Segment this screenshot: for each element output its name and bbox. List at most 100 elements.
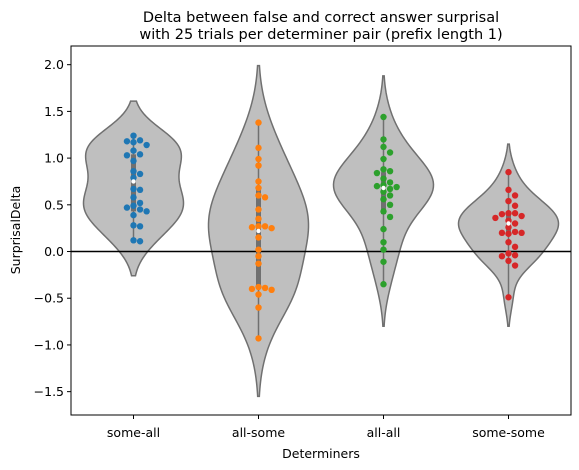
x-tick-label: some-some	[472, 425, 545, 440]
swarm-point-some-all	[130, 132, 137, 139]
y-tick-label: 2.0	[44, 57, 64, 72]
swarm-point-some-all	[136, 170, 144, 178]
swarm-point-all-all	[380, 238, 387, 246]
swarm-point-some-some	[505, 210, 512, 217]
swarm-point-some-all	[130, 139, 137, 146]
swarm-point-all-some	[248, 285, 256, 293]
violin-median-some-all	[131, 179, 136, 184]
swarm-point-some-some	[511, 192, 519, 199]
swarm-point-all-some	[255, 155, 262, 163]
swarm-point-all-all	[380, 281, 387, 288]
swarm-point-some-all	[130, 185, 137, 193]
swarm-point-some-some	[505, 197, 512, 205]
swarm-point-all-some	[255, 144, 262, 152]
swarm-point-all-some	[255, 178, 262, 185]
violin-median-some-some	[506, 221, 511, 226]
x-tick-label: all-all	[367, 425, 401, 440]
swarm-point-all-some	[248, 224, 256, 231]
y-tick-label: −1.5	[34, 384, 64, 399]
swarm-point-some-some	[505, 230, 512, 237]
swarm-point-all-some	[268, 286, 275, 294]
swarm-point-all-all	[380, 225, 387, 233]
y-tick-label: −0.5	[34, 291, 64, 306]
y-tick-label: 1.5	[44, 104, 64, 119]
swarm-point-some-some	[498, 252, 506, 260]
swarm-point-all-all	[386, 179, 394, 186]
swarm-point-some-all	[136, 186, 144, 194]
swarm-point-all-some	[255, 304, 262, 311]
swarm-point-some-all	[123, 138, 131, 145]
swarm-point-some-all	[136, 238, 144, 245]
swarm-point-some-all	[130, 211, 137, 219]
swarm-point-some-some	[505, 250, 512, 257]
swarm-point-all-some	[255, 291, 262, 298]
swarm-point-all-all	[386, 167, 394, 175]
swarm-point-all-all	[380, 143, 387, 151]
swarm-point-some-some	[511, 228, 519, 236]
swarm-point-all-some	[255, 162, 262, 169]
x-tick-label: some-all	[107, 425, 160, 440]
swarm-point-some-some	[505, 168, 512, 176]
swarm-point-some-some	[498, 210, 506, 218]
swarm-point-all-some	[255, 335, 262, 342]
swarm-point-all-all	[380, 258, 387, 265]
swarm-point-all-some	[261, 194, 269, 201]
swarm-point-some-some	[511, 220, 519, 227]
x-axis-label: Determiners	[282, 446, 360, 461]
x-tick-label: all-some	[232, 425, 285, 440]
swarm-point-all-some	[255, 184, 262, 192]
y-tick-label: 1.0	[44, 151, 64, 166]
swarm-point-some-all	[136, 199, 144, 207]
swarm-point-all-all	[380, 155, 387, 163]
swarm-point-some-some	[518, 212, 525, 220]
swarm-point-some-all	[123, 204, 131, 211]
swarm-point-all-some	[255, 215, 262, 223]
swarm-point-some-all	[130, 194, 137, 201]
swarm-point-some-some	[511, 262, 519, 269]
chart-title-line-2: with 25 trials per determiner pair (pref…	[139, 27, 502, 43]
swarm-point-some-some	[511, 252, 519, 259]
violin-median-all-all	[381, 185, 386, 191]
swarm-point-some-all	[123, 152, 131, 159]
swarm-point-some-some	[498, 229, 506, 237]
swarm-point-all-some	[255, 234, 262, 241]
swarm-point-some-all	[136, 151, 144, 158]
swarm-point-all-all	[386, 213, 394, 221]
swarm-point-some-all	[130, 147, 137, 154]
swarm-point-all-all	[386, 201, 394, 209]
swarm-point-all-some	[255, 192, 262, 199]
swarm-point-all-some	[255, 206, 262, 213]
swarm-point-all-all	[386, 185, 394, 193]
swarm-point-all-all	[380, 175, 387, 182]
swarm-point-all-some	[255, 283, 262, 291]
swarm-point-all-some	[255, 246, 262, 253]
swarm-point-all-some	[261, 284, 269, 292]
swarm-point-some-all	[130, 157, 137, 165]
swarm-point-all-all	[386, 149, 394, 156]
swarm-point-all-some	[255, 252, 262, 260]
swarm-point-all-some	[261, 223, 269, 230]
plot-area: −1.5 −1.0 −0.5 0.0 0.5 1.0 1.5 2.0 some-all all-s…	[34, 57, 571, 440]
swarm-point-some-some	[518, 229, 525, 237]
swarm-point-all-some	[255, 119, 262, 126]
swarm-point-some-some	[511, 243, 519, 251]
y-tick-label: −1.0	[34, 337, 64, 352]
swarm-point-all-all	[386, 192, 394, 199]
swarm-point-some-all	[143, 208, 150, 215]
swarm-point-some-some	[505, 257, 512, 265]
swarm-point-some-some	[505, 224, 512, 231]
swarm-point-some-some	[505, 186, 512, 194]
swarm-point-all-all	[380, 113, 387, 121]
swarm-point-all-all	[373, 169, 381, 177]
swarm-point-some-all	[130, 174, 137, 181]
swarm-point-all-all	[373, 182, 381, 190]
swarm-point-all-all	[393, 183, 400, 191]
swarm-point-some-all	[130, 167, 137, 175]
swarm-point-all-some	[255, 223, 262, 230]
swarm-point-some-all	[136, 137, 144, 144]
plot-frame	[70, 45, 572, 416]
swarm-point-some-all	[130, 237, 137, 244]
swarm-point-all-all	[380, 136, 387, 143]
swarm-point-some-all	[143, 141, 150, 149]
